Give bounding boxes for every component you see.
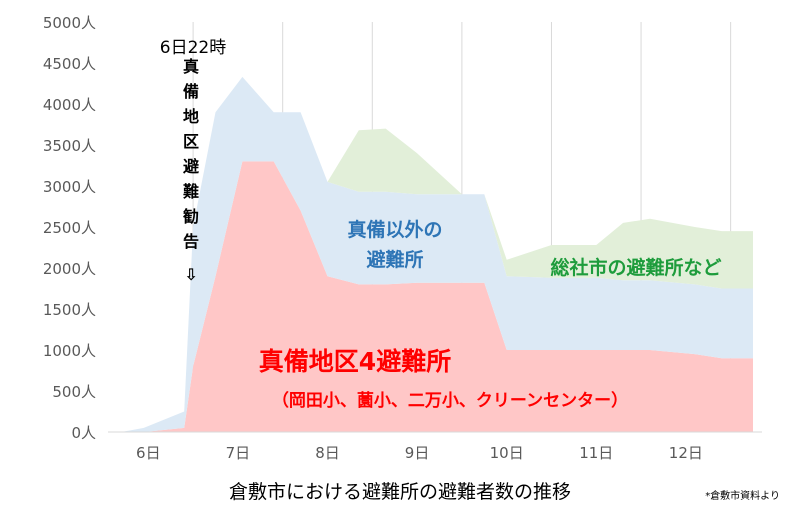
x-tick-label-0: 6日 — [136, 444, 161, 462]
event-arrow: ⇩ — [184, 265, 197, 284]
series-sublabel-mabi-4: （岡田小、薗小、二万小、クリーンセンター） — [272, 390, 628, 411]
x-tick-label-2: 8日 — [315, 444, 340, 462]
y-tick-label-1: 500人 — [52, 383, 96, 401]
y-tick-label-5: 2500人 — [43, 219, 96, 237]
x-tick-label-6: 12日 — [669, 444, 703, 462]
area-series-1 — [121, 76, 753, 433]
y-tick-label-6: 3000人 — [43, 178, 96, 196]
stacked-areas — [121, 76, 753, 433]
x-tick-label-4: 10日 — [490, 444, 524, 462]
x-tick-label-1: 7日 — [226, 444, 251, 462]
y-tick-label-8: 4000人 — [43, 96, 96, 114]
y-tick-label-4: 2000人 — [43, 260, 96, 278]
y-tick-label-0: 0人 — [71, 424, 96, 442]
event-char-4: 避 — [183, 157, 199, 176]
series-label-outside-mabi-line2: 避難所 — [366, 248, 423, 271]
source-note: *倉敷市資料より — [705, 489, 780, 502]
area-series-2 — [121, 76, 753, 433]
y-tick-label-9: 4500人 — [43, 55, 96, 73]
event-vertical-text: 真備地区避難勧告 — [183, 57, 199, 251]
area-series-0 — [121, 161, 753, 432]
y-tick-labels: 0人 500人 1000人 1500人 2000人 2500人 3000人 3500人 4000… — [43, 14, 96, 442]
event-char-2: 地 — [183, 107, 199, 126]
y-tick-label-2: 1000人 — [43, 342, 96, 360]
y-tick-label-10: 5000人 — [43, 14, 96, 32]
event-time-label: 6日22時 — [160, 38, 226, 58]
x-tick-labels: 6日 7日 8日 9日 10日 11日 12日 — [136, 444, 703, 462]
event-char-5: 難 — [183, 182, 199, 201]
y-tick-label-7: 3500人 — [43, 137, 96, 155]
event-char-1: 備 — [183, 82, 199, 101]
series-label-outside-mabi: 真備以外の — [347, 218, 442, 241]
event-char-3: 区 — [183, 132, 199, 151]
series-label-mabi-4: 真備地区4避難所 — [259, 347, 451, 376]
event-char-6: 勧 — [183, 207, 199, 226]
chart-title: 倉敷市における避難所の避難者数の推移 — [229, 481, 571, 503]
y-tick-label-3: 1500人 — [43, 301, 96, 319]
x-tick-label-3: 9日 — [405, 444, 430, 462]
event-char-7: 告 — [183, 232, 199, 251]
event-char-0: 真 — [183, 57, 199, 76]
x-tick-label-5: 11日 — [579, 444, 613, 462]
series-label-soja: 総社市の避難所など — [550, 256, 721, 279]
